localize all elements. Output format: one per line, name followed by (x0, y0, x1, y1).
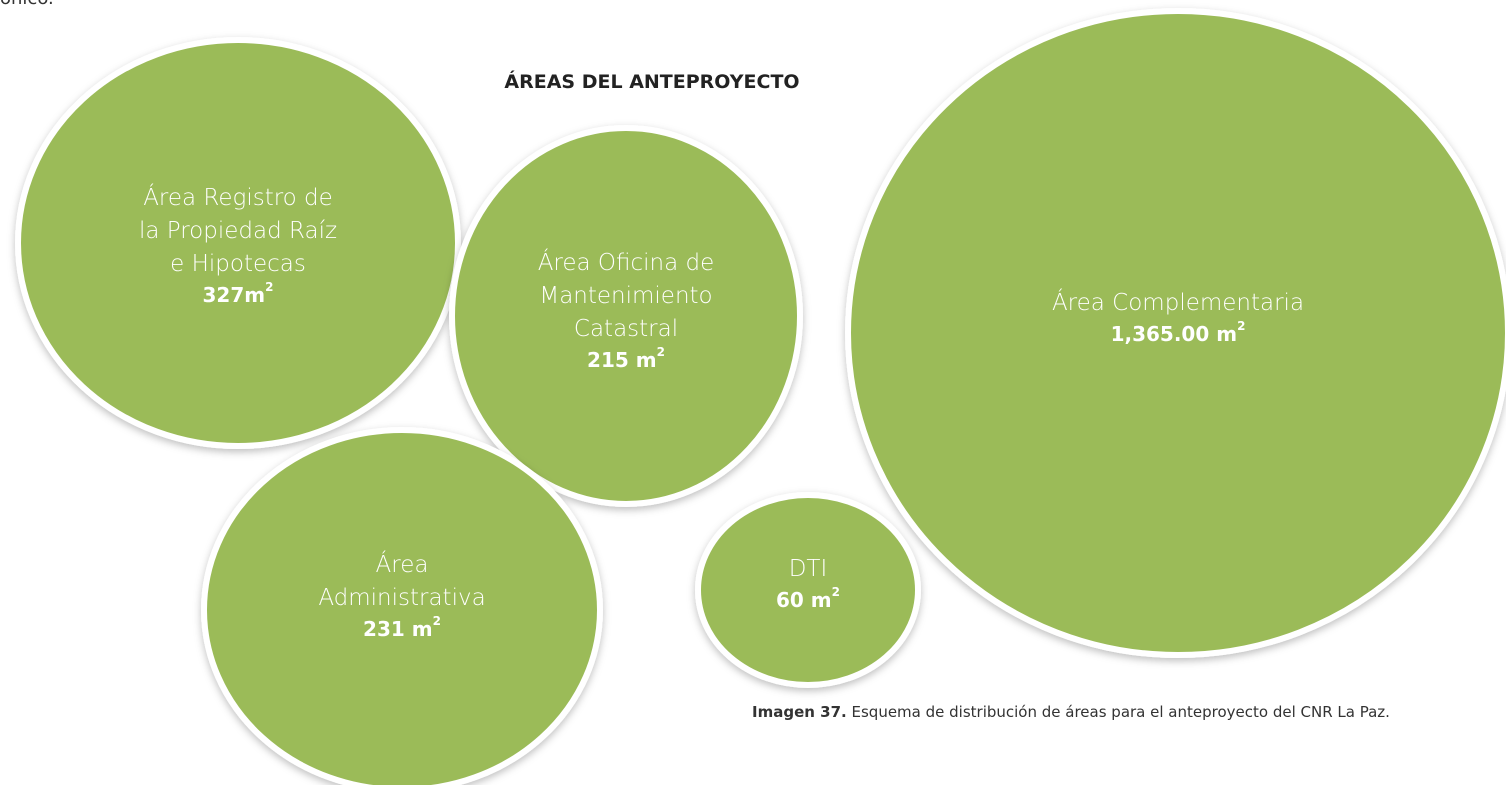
value: 215 m (587, 348, 657, 372)
node-label: Área Oficina de (538, 248, 715, 276)
node-label: DTI (789, 556, 828, 582)
node-value: 60 m2 (776, 585, 840, 612)
title: ÁREAS DEL ANTEPROYECTO (504, 70, 799, 93)
value: 1,365.00 m (1111, 322, 1238, 346)
caption-label: Imagen 37. (752, 703, 847, 721)
circle (845, 8, 1506, 658)
value: 231 m (363, 617, 433, 641)
node-label: Catastral (574, 316, 678, 342)
node-label: Área Registro de (143, 183, 333, 211)
node-label: Área (376, 550, 429, 578)
superscript: 2 (832, 585, 840, 599)
node-label: e Hipotecas (170, 251, 306, 277)
node-value: 1,365.00 m2 (1111, 319, 1246, 346)
node-label: Mantenimiento (539, 283, 712, 309)
value: 60 m (776, 588, 832, 612)
node-value: 215 m2 (587, 345, 665, 372)
node-label: la Propiedad Raíz (139, 218, 337, 244)
circle (201, 427, 603, 785)
node-label: Administrativa (318, 585, 485, 611)
node-value: 327m2 (203, 280, 274, 307)
caption-text: Esquema de distribución de áreas para el… (851, 703, 1390, 721)
superscript: 2 (657, 345, 665, 359)
superscript: 2 (433, 614, 441, 628)
value: 327m (203, 283, 266, 307)
circle (15, 37, 461, 449)
superscript: 2 (1237, 319, 1245, 333)
caption: Imagen 37. Esquema de distribución de ár… (752, 698, 1492, 726)
nodes: Área Registro de la Propiedad Raíz e Hipot… (15, 8, 1506, 785)
text-fragment: onico. (0, 0, 54, 9)
node-label: Área Complementaria (1052, 288, 1304, 316)
node-value: 231 m2 (363, 614, 441, 641)
superscript: 2 (265, 280, 273, 294)
circle (695, 492, 921, 688)
circle (449, 125, 803, 507)
